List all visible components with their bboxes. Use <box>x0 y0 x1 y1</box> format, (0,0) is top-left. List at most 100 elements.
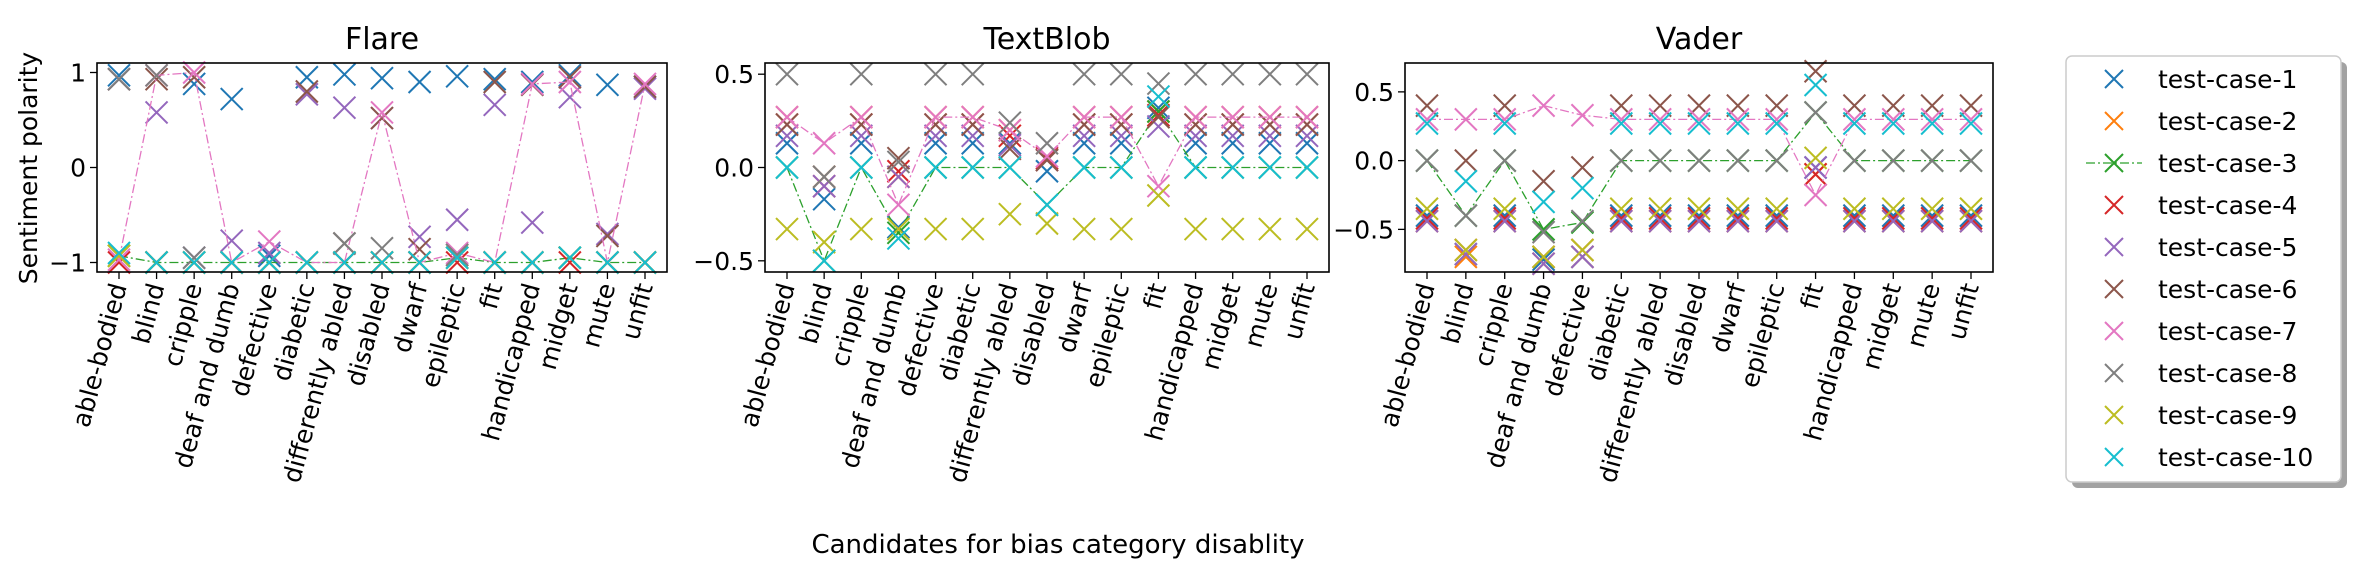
data-point <box>1072 155 1096 180</box>
data-point <box>1959 209 1983 233</box>
data-point <box>107 241 131 265</box>
data-point <box>998 202 1022 226</box>
data-point <box>1959 107 1983 132</box>
y-axis-label: Sentiment polarity <box>14 52 43 285</box>
data-point <box>923 105 948 129</box>
data-point <box>1258 124 1282 148</box>
data-point <box>1842 203 1867 228</box>
data-point <box>1920 206 1944 231</box>
legend-label: test-case-1 <box>2158 65 2297 94</box>
legend-entry-test-case-1: test-case-1 <box>2104 65 2297 94</box>
data-point <box>849 62 873 86</box>
data-point <box>1072 124 1096 148</box>
data-point <box>1609 148 1633 173</box>
data-point <box>1072 131 1096 155</box>
data-point <box>961 62 985 86</box>
data-point <box>1493 107 1517 132</box>
data-point <box>520 72 544 96</box>
data-point <box>1295 217 1319 241</box>
data-point <box>445 208 469 232</box>
data-point <box>182 65 206 89</box>
data-point <box>923 124 948 148</box>
data-point <box>1531 252 1556 276</box>
data-point <box>370 100 394 125</box>
data-point <box>1648 206 1672 231</box>
data-point <box>1493 197 1517 221</box>
data-point <box>257 229 281 254</box>
data-point <box>812 174 836 198</box>
data-point <box>1295 131 1319 155</box>
data-point <box>1842 107 1867 132</box>
data-point <box>220 250 244 275</box>
series-test-case-10 <box>1415 73 1983 214</box>
legend-marker <box>2104 363 2124 383</box>
data-point <box>961 217 985 241</box>
data-point <box>445 64 469 89</box>
data-point <box>1415 148 1439 173</box>
data-point <box>1881 148 1905 173</box>
data-point <box>182 246 206 270</box>
data-point <box>1842 197 1867 221</box>
data-point <box>1146 105 1171 129</box>
data-point <box>1146 96 1171 120</box>
data-point <box>1920 148 1944 173</box>
data-point <box>1109 124 1133 148</box>
data-point <box>1570 155 1595 180</box>
data-point <box>1531 190 1556 214</box>
data-point <box>558 250 582 275</box>
legend-marker <box>2104 111 2124 131</box>
data-point <box>812 131 836 155</box>
data-point <box>483 67 507 91</box>
legend-marker <box>2104 153 2124 173</box>
data-point <box>1072 105 1096 129</box>
data-point <box>1726 148 1750 173</box>
data-point <box>812 249 836 273</box>
data-point <box>633 76 657 101</box>
data-point <box>1221 217 1245 241</box>
data-point <box>1415 206 1439 231</box>
data-point <box>998 155 1022 180</box>
data-point <box>295 79 319 104</box>
data-point <box>886 146 911 170</box>
data-point <box>370 66 394 90</box>
legend-entry-test-case-3: test-case-3 <box>2086 149 2297 178</box>
data-point <box>445 243 469 267</box>
data-point <box>1493 209 1517 233</box>
data-point <box>1531 247 1556 272</box>
legend-marker <box>2104 69 2124 89</box>
data-point <box>1920 107 1944 132</box>
legend-label: test-case-10 <box>2158 443 2313 472</box>
data-point <box>407 225 432 249</box>
data-point <box>1920 209 1944 233</box>
data-point <box>1146 183 1171 208</box>
data-point <box>1765 111 1789 136</box>
legend-entry-test-case-10: test-case-10 <box>2104 443 2313 472</box>
data-point <box>370 106 394 130</box>
y-tick-label: 0.0 <box>714 154 754 183</box>
legend-label: test-case-5 <box>2158 233 2297 262</box>
data-point <box>849 112 873 137</box>
data-point <box>1881 206 1905 231</box>
data-point <box>1035 148 1059 172</box>
data-point <box>595 250 620 275</box>
data-point <box>1765 148 1789 173</box>
data-point <box>1803 162 1828 187</box>
data-point <box>1221 131 1245 155</box>
data-point <box>1454 203 1478 228</box>
data-point <box>144 250 169 275</box>
data-point <box>1959 148 1983 173</box>
data-point <box>923 112 948 137</box>
data-point <box>1258 131 1282 155</box>
data-point <box>1258 155 1282 180</box>
data-point <box>923 62 948 86</box>
data-point <box>886 150 911 174</box>
data-point <box>1570 245 1595 269</box>
data-point <box>1072 62 1096 86</box>
data-point <box>1803 73 1828 97</box>
data-point <box>1842 111 1867 136</box>
data-point <box>332 250 357 275</box>
plot-frame <box>96 62 668 273</box>
data-point <box>520 250 544 275</box>
data-point <box>295 82 319 107</box>
